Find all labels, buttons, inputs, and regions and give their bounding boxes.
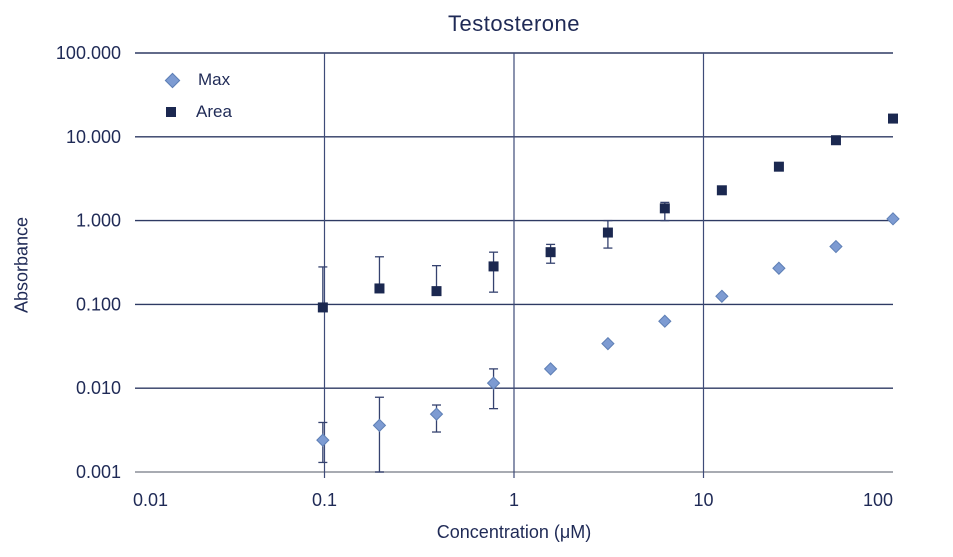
area-data-point (659, 203, 670, 214)
area-data-point (773, 161, 784, 172)
y-tick-label: 0.001 (76, 462, 121, 482)
x-tick-label: 0.1 (312, 490, 337, 510)
y-tick-label: 0.100 (76, 294, 121, 314)
area-marker-icon (166, 107, 176, 117)
area-data-point (830, 135, 841, 146)
area-data-point (317, 302, 328, 313)
area-data-point (716, 185, 727, 196)
area-data-point (374, 283, 385, 294)
max-data-point (772, 261, 786, 275)
max-data-point (429, 407, 444, 421)
x-tick-label: 1 (509, 490, 519, 510)
y-tick-label: 1.000 (76, 211, 121, 231)
max-data-point (316, 433, 330, 447)
legend-item-max: Max (164, 70, 232, 89)
area-data-point (888, 113, 898, 124)
max-data-point (886, 212, 900, 226)
legend-label-area: Area (196, 102, 232, 121)
max-data-point (543, 362, 558, 376)
chart-title: Testosterone (448, 11, 580, 36)
x-tick-label: 10 (693, 490, 713, 510)
max-data-point (715, 289, 729, 303)
max-data-point (601, 336, 615, 351)
max-data-point (829, 239, 843, 254)
x-tick-label: 0.01 (133, 490, 168, 510)
legend-label-max: Max (198, 70, 231, 89)
x-axis-title: Concentration (μM) (436, 522, 592, 542)
max-data-point (372, 418, 387, 433)
y-tick-label: 0.010 (76, 378, 121, 398)
max-marker-icon (164, 72, 181, 88)
y-tick-label: 100.000 (56, 43, 121, 63)
max-data-point (486, 376, 501, 390)
area-data-point (545, 247, 556, 258)
area-data-point (602, 227, 613, 238)
area-data-point (488, 261, 499, 272)
legend-item-area: Area (165, 102, 232, 121)
x-tick-label: 100 (863, 490, 893, 510)
area-data-point (431, 286, 442, 297)
max-data-point (658, 314, 672, 328)
y-tick-label: 10.000 (66, 127, 121, 147)
legend: Max Area (164, 70, 232, 121)
